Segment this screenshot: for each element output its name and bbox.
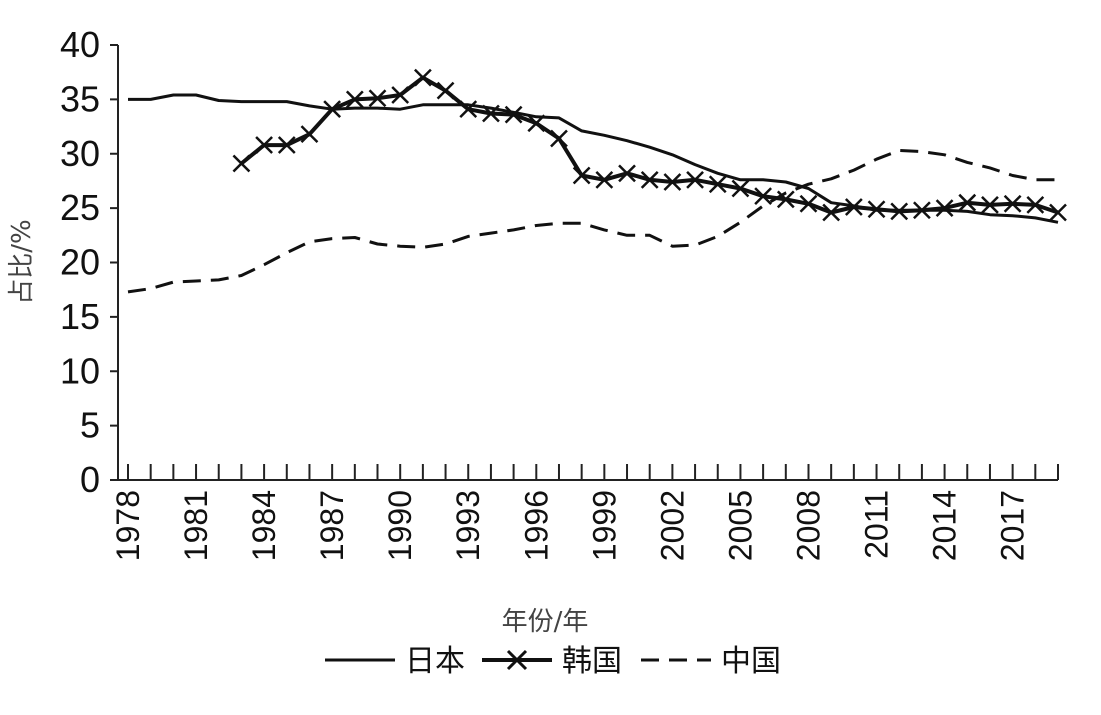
data-point-marker	[482, 104, 500, 123]
data-point-marker	[413, 68, 432, 87]
data-point-marker	[618, 164, 636, 183]
series-line-2	[240, 75, 1059, 215]
data-point-marker	[754, 187, 773, 206]
data-point-marker	[436, 81, 455, 100]
data-point-marker	[844, 198, 863, 216]
x-tick-label: 2002	[654, 490, 690, 561]
data-point-marker	[277, 136, 296, 154]
legend: 日本 韩国 中国	[325, 644, 781, 679]
data-point-marker	[368, 89, 387, 108]
y-tick-label: 35	[60, 78, 100, 119]
data-point-marker	[300, 125, 319, 144]
data-point-marker	[595, 170, 614, 189]
legend-item-3: 中国	[641, 644, 781, 679]
data-point-marker	[504, 105, 523, 124]
data-point-marker	[345, 90, 364, 109]
y-tick-label: 40	[60, 24, 100, 65]
x-tick-label: 1996	[518, 490, 554, 561]
data-point-marker	[776, 190, 795, 209]
data-point-marker	[527, 114, 546, 133]
y-tick-label: 10	[60, 350, 100, 391]
x-tick-label: 2005	[722, 490, 758, 561]
y-tick-label: 0	[80, 459, 100, 500]
data-point-marker	[981, 195, 999, 214]
data-point-marker	[1026, 195, 1045, 214]
x-tick-label: 2014	[927, 490, 963, 561]
data-point-marker	[391, 86, 410, 104]
x-tick-label: 1981	[178, 490, 214, 561]
x-tick-label: 1999	[586, 490, 622, 561]
data-point-marker	[640, 170, 659, 189]
x-tick-label: 1978	[110, 490, 146, 561]
y-tick-label: 20	[60, 242, 100, 283]
x-tick-label: 1987	[314, 490, 350, 561]
data-point-marker	[822, 203, 841, 222]
legend-marker	[506, 649, 528, 671]
data-point-marker	[323, 100, 342, 119]
data-point-marker	[572, 166, 591, 185]
legend-label: 日本	[405, 644, 465, 679]
data-point-marker	[550, 129, 568, 148]
series-line-1	[128, 93, 1059, 224]
data-point-marker	[686, 170, 704, 189]
data-point-marker	[1049, 203, 1067, 222]
data-point-marker	[958, 193, 977, 212]
y-tick-label: 15	[60, 296, 100, 337]
data-point-marker	[459, 100, 478, 119]
data-point-marker	[799, 194, 818, 213]
data-point-marker	[1003, 194, 1022, 213]
x-axis-title: 年份/年	[502, 607, 589, 637]
x-tick-label: 2011	[859, 490, 895, 559]
legend-item-2: 韩国	[482, 644, 622, 679]
legend-label: 中国	[721, 644, 781, 679]
axes: 0 5 10 15 20 25 30 35 40 1978 1981 1984 1987 1990 1993…	[60, 24, 1059, 561]
x-tick-label: 1993	[450, 490, 486, 561]
data-point-marker	[913, 201, 931, 220]
data-point-marker	[255, 136, 273, 154]
legend-label: 韩国	[562, 644, 622, 679]
y-tick-label: 5	[80, 405, 100, 446]
data-point-marker	[935, 199, 954, 218]
x-tick-label: 1984	[246, 490, 282, 561]
data-point-marker	[663, 173, 682, 191]
legend-item-1: 日本	[325, 644, 465, 679]
x-tick-label: 1990	[382, 490, 418, 561]
data-point-marker	[867, 200, 886, 219]
x-tick-label: 2017	[995, 490, 1031, 561]
series-line-3	[127, 149, 1058, 294]
x-tick-label: 2008	[790, 490, 826, 561]
y-tick-label: 25	[60, 187, 100, 228]
y-tick-label: 30	[60, 133, 100, 174]
data-point-marker	[232, 154, 251, 173]
series-layer	[127, 68, 1067, 294]
data-point-marker	[890, 202, 909, 221]
data-point-marker	[731, 179, 750, 198]
y-axis-title: 占比/%	[7, 219, 37, 304]
data-point-marker	[708, 175, 727, 194]
